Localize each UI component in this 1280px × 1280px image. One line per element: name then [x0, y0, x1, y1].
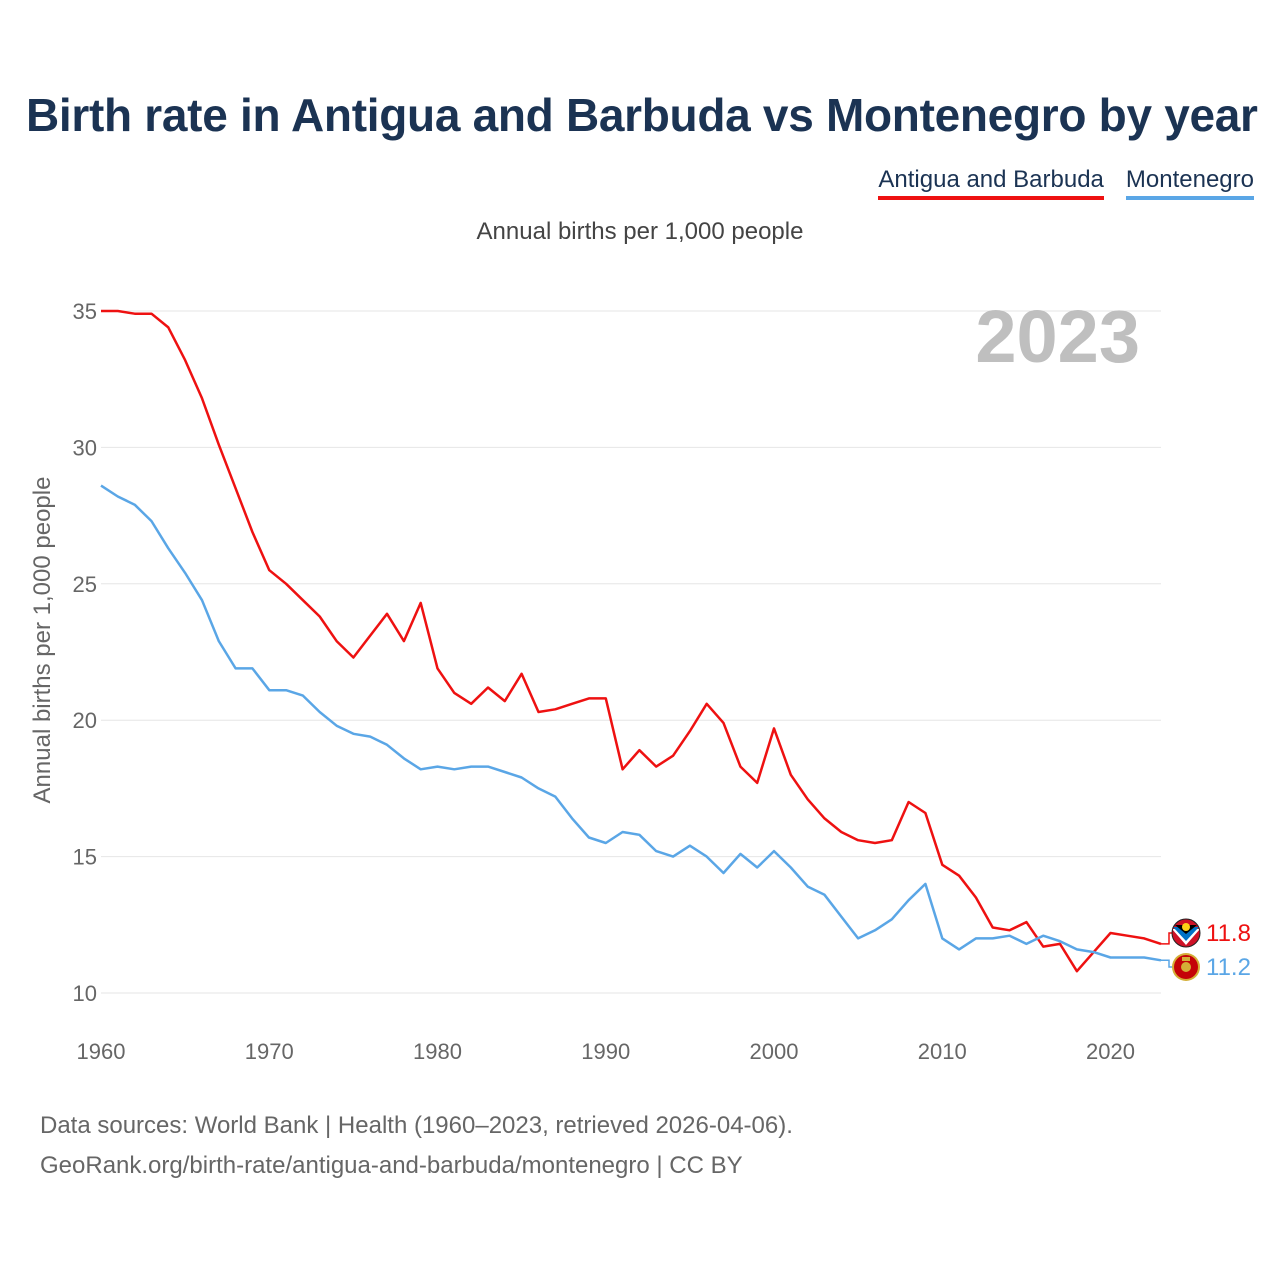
- x-axis-ticks: 1960 1970 1980 1990 2000 2010 2020: [77, 1039, 1135, 1064]
- chart-title: Birth rate in Antigua and Barbuda vs Mon…: [26, 89, 1258, 141]
- montenegro-flag-icon: [1172, 953, 1200, 981]
- end-value-label: 11.2: [1206, 954, 1251, 981]
- x-tick-label: 2000: [750, 1039, 799, 1064]
- y-tick-label: 15: [73, 845, 97, 870]
- chart-subtitle: Annual births per 1,000 people: [476, 218, 804, 245]
- x-tick-label: 1980: [413, 1039, 462, 1064]
- x-tick-label: 2020: [1086, 1039, 1135, 1064]
- y-tick-label: 30: [73, 435, 97, 460]
- footer: Data sources: World Bank | Health (1960–…: [40, 1106, 793, 1186]
- series-line-montenegro[interactable]: [100, 484, 1162, 962]
- line-chart: 10 15 20 25 30 35 1960 1970 1980 1990 2000 2010 202…: [29, 295, 1251, 1064]
- series-lines: [100, 309, 1162, 973]
- legend: Antigua and Barbuda Montenegro: [878, 166, 1254, 200]
- legend-item-montenegro[interactable]: Montenegro: [1125, 166, 1254, 200]
- y-tick-label: 20: [73, 708, 97, 733]
- legend-item-antigua-and-barbuda[interactable]: Antigua and Barbuda: [878, 166, 1104, 200]
- y-tick-label: 25: [73, 572, 97, 597]
- end-labels: 11.8 11.2: [1161, 918, 1251, 981]
- y-axis-label: Annual births per 1,000 people: [29, 477, 56, 804]
- footer-source: Data sources: World Bank | Health (1960–…: [40, 1112, 793, 1139]
- footer-link[interactable]: GeoRank.org/birth-rate/antigua-and-barbu…: [40, 1152, 743, 1179]
- y-tick-label: 10: [73, 981, 97, 1006]
- x-tick-label: 2010: [918, 1039, 967, 1064]
- x-tick-label: 1970: [245, 1039, 294, 1064]
- year-watermark: 2023: [975, 295, 1140, 378]
- series-line-antigua-and-barbuda[interactable]: [101, 309, 1162, 973]
- gridlines: [101, 310, 1161, 994]
- antigua-and-barbuda-flag-icon: [1171, 918, 1201, 948]
- y-tick-label: 35: [73, 299, 97, 324]
- end-value-label: 11.8: [1206, 920, 1251, 947]
- x-tick-label: 1960: [77, 1039, 126, 1064]
- x-tick-label: 1990: [581, 1039, 630, 1064]
- y-axis-ticks: 10 15 20 25 30 35: [73, 299, 97, 1006]
